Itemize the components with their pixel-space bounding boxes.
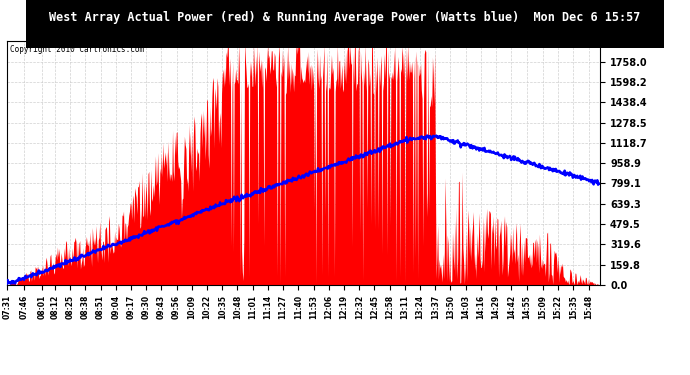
Text: West Array Actual Power (red) & Running Average Power (Watts blue)  Mon Dec 6 15: West Array Actual Power (red) & Running …	[49, 11, 641, 24]
Text: Copyright 2010 Cartronics.com: Copyright 2010 Cartronics.com	[10, 45, 144, 54]
